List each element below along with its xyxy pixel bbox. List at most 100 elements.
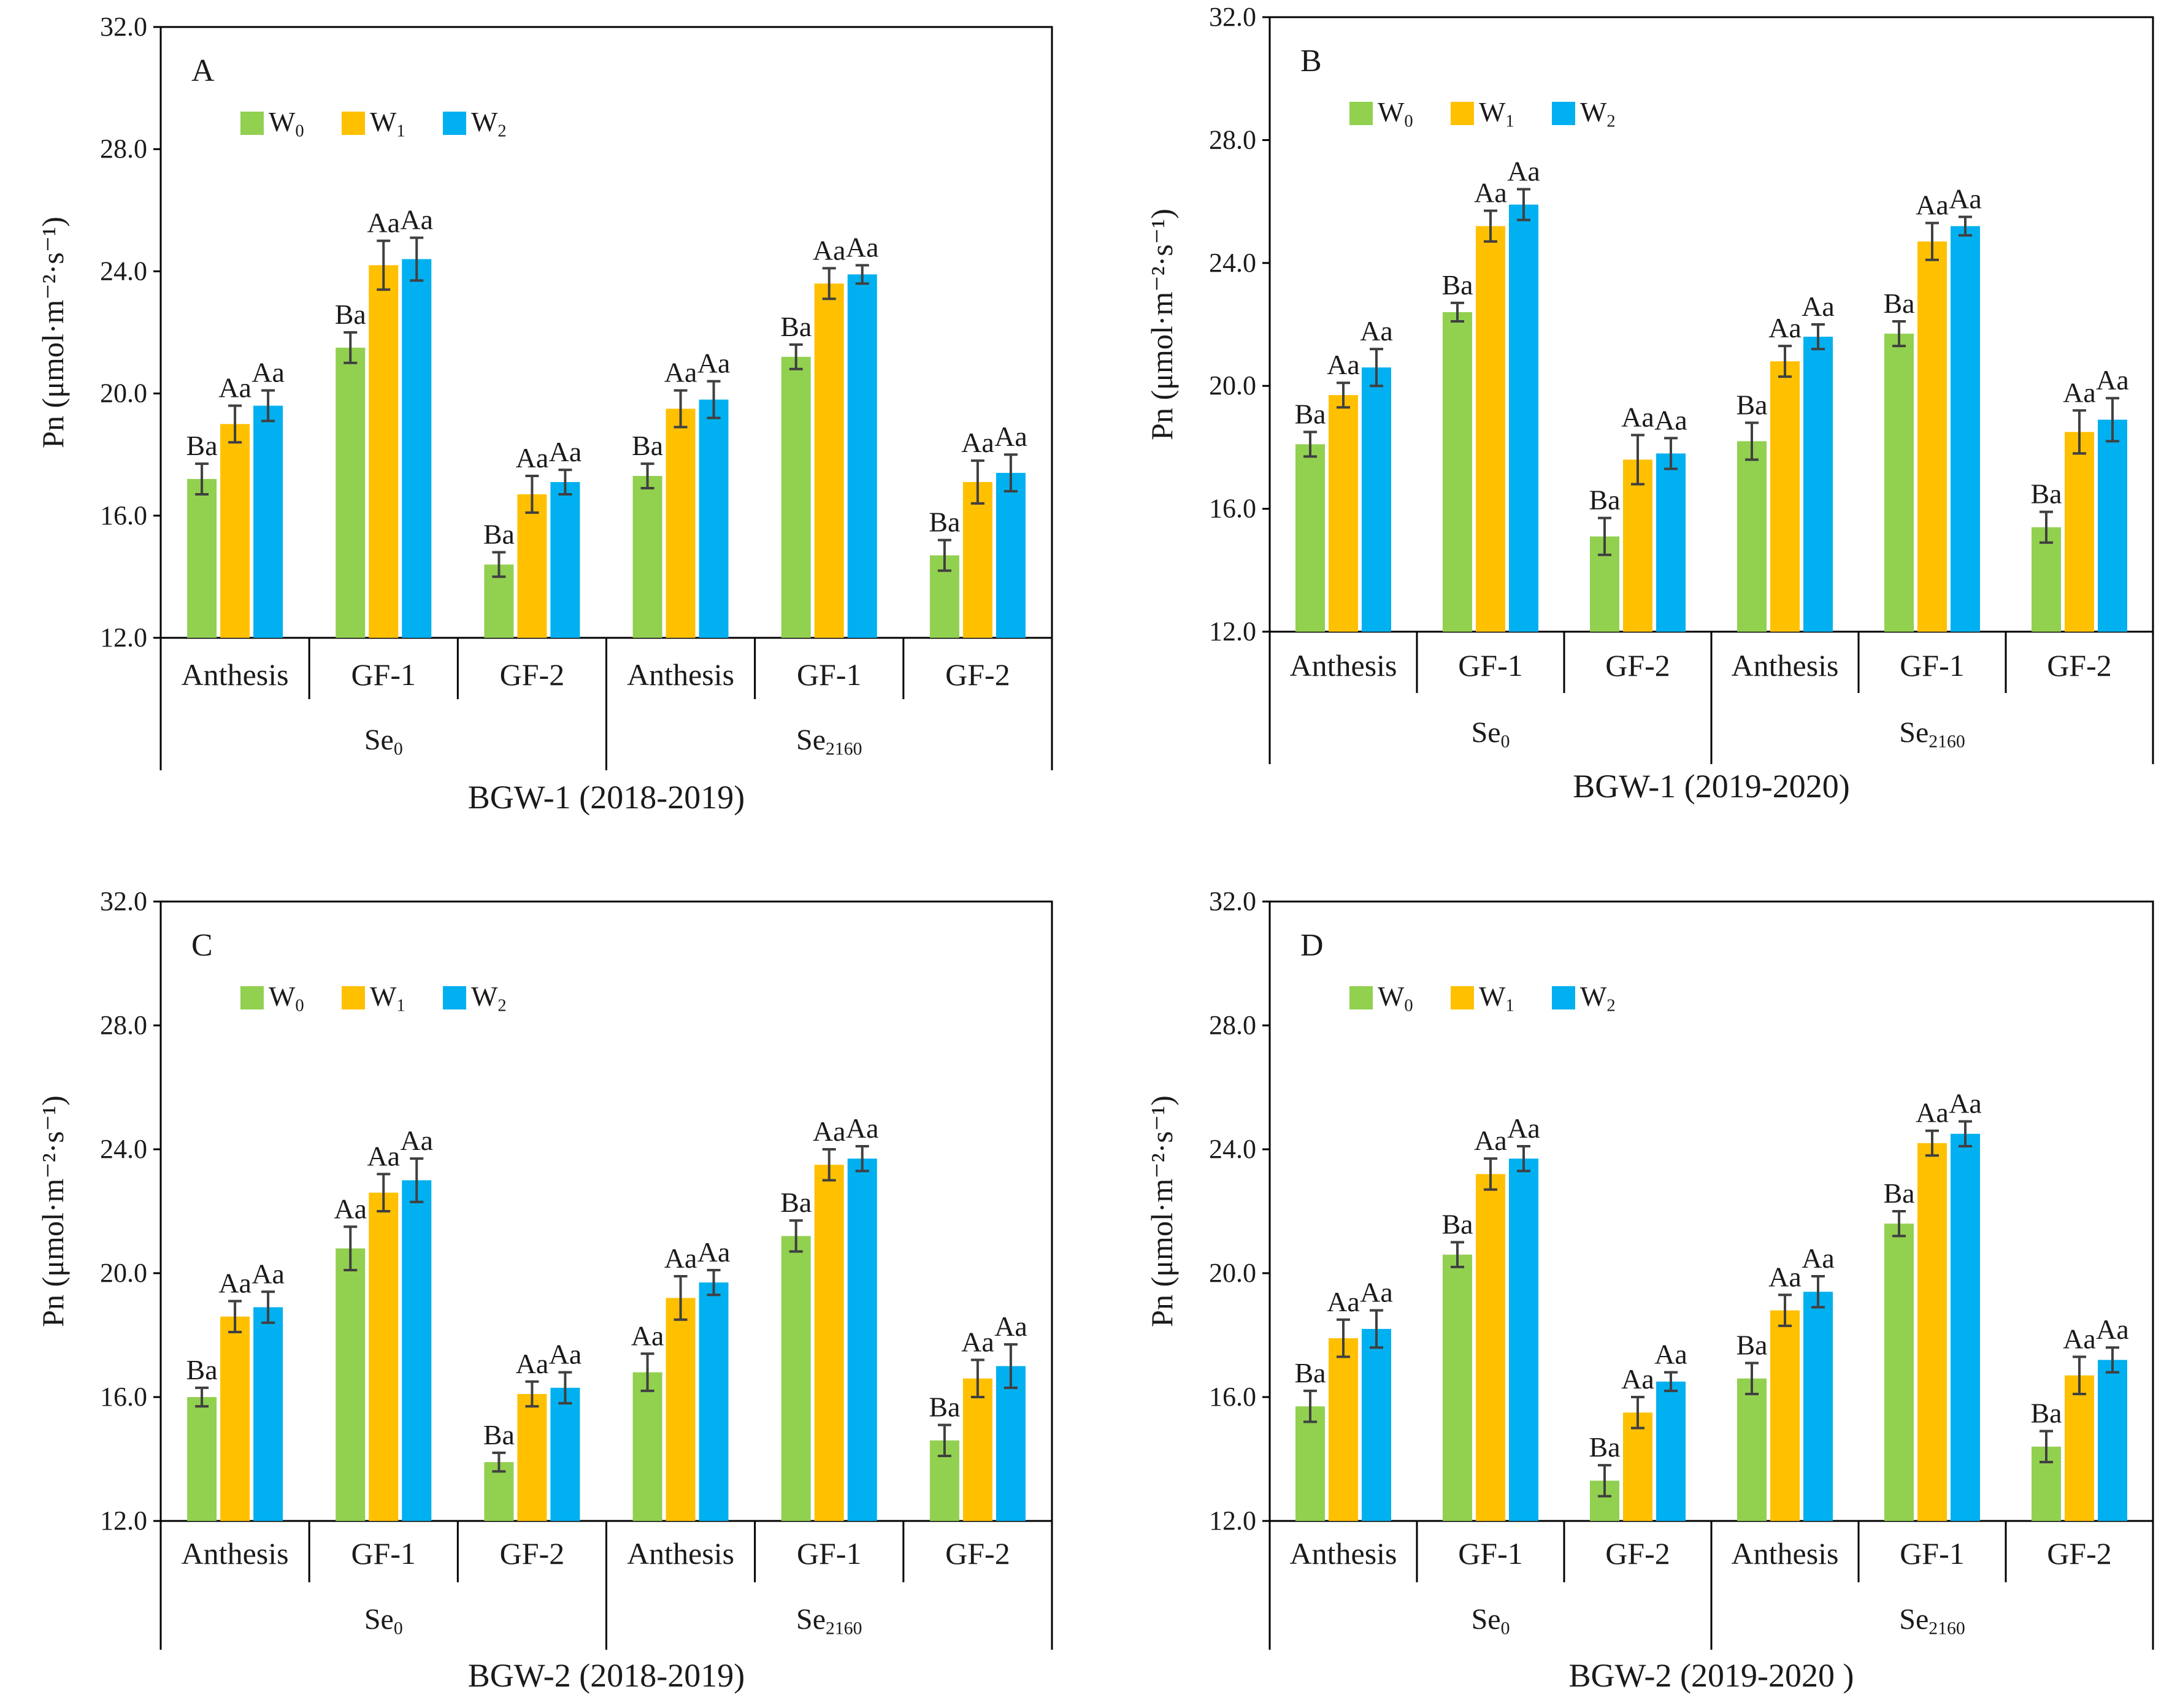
- y-tick-label: 16.0: [100, 1382, 147, 1412]
- significance-label: Aa: [664, 357, 697, 388]
- stage-label: Anthesis: [1732, 648, 1839, 683]
- bar-w0: [336, 1248, 366, 1521]
- bar-w0: [1737, 441, 1767, 632]
- significance-label: Aa: [1474, 1125, 1507, 1156]
- bar-w2: [1803, 1292, 1833, 1521]
- y-tick-label: 28.0: [100, 1010, 147, 1040]
- bar-w1: [517, 494, 547, 638]
- legend-label-w0: W0: [269, 106, 304, 140]
- significance-label: Ba: [186, 1354, 218, 1385]
- y-tick-label: 28.0: [1209, 124, 1256, 155]
- bar-w1: [666, 408, 696, 638]
- bar-w1: [2065, 432, 2094, 632]
- y-tick-label: 24.0: [100, 1134, 147, 1164]
- bar-w1: [1917, 241, 1947, 632]
- bar-w0: [781, 356, 811, 638]
- legend-swatch-w2: [443, 986, 466, 1009]
- stage-label: GF-1: [1900, 1536, 1965, 1571]
- bar-w2: [996, 1366, 1026, 1521]
- bar-w1: [814, 1165, 844, 1521]
- significance-label: Aa: [218, 372, 251, 404]
- legend-swatch-w1: [1451, 986, 1474, 1009]
- significance-label: Aa: [846, 231, 879, 262]
- significance-label: Aa: [631, 1320, 664, 1351]
- y-axis-label: Pn (μmol·m⁻²·s⁻¹): [1145, 209, 1179, 440]
- significance-label: Aa: [1360, 1277, 1393, 1308]
- y-tick-label: 24.0: [100, 256, 147, 286]
- bar-w0: [1884, 334, 1914, 632]
- y-tick-label: 16.0: [1209, 1382, 1256, 1412]
- significance-label: Ba: [1441, 269, 1473, 301]
- significance-label: Aa: [994, 421, 1027, 452]
- bar-w0: [1295, 444, 1325, 632]
- panel-title: BGW-2 (2019-2020 ): [1569, 1657, 1854, 1694]
- bar-w0: [632, 476, 662, 638]
- significance-label: Aa: [218, 1267, 251, 1298]
- group-label-se2160: Se2160: [796, 724, 862, 759]
- significance-label: Ba: [1589, 1431, 1620, 1463]
- y-tick-label: 16.0: [1209, 494, 1256, 524]
- stage-label: Anthesis: [627, 657, 734, 692]
- stage-label: Anthesis: [1290, 1536, 1397, 1571]
- bar-w2: [699, 1282, 729, 1521]
- significance-label: Aa: [1768, 1261, 1802, 1292]
- stage-label: GF-1: [1900, 648, 1965, 683]
- stage-label: Anthesis: [627, 1536, 734, 1571]
- significance-label: Aa: [961, 1326, 994, 1357]
- bar-w2: [1656, 1381, 1686, 1521]
- bar-w2: [847, 274, 877, 638]
- significance-label: Ba: [780, 311, 812, 342]
- bar-w2: [847, 1158, 877, 1521]
- significance-label: Aa: [664, 1243, 697, 1274]
- bar-w2: [402, 259, 432, 638]
- significance-label: Aa: [1802, 291, 1835, 322]
- stage-label: GF-2: [945, 1536, 1010, 1571]
- legend-swatch-w2: [1552, 102, 1575, 125]
- significance-label: Aa: [367, 207, 400, 239]
- bar-w2: [2098, 1360, 2127, 1521]
- legend-swatch-w0: [240, 112, 264, 135]
- stage-label: GF-2: [500, 657, 565, 692]
- significance-label: Ba: [632, 430, 663, 461]
- significance-label: Aa: [994, 1311, 1027, 1342]
- chart-panel-d: 12.0 16.0 20.0 24.0 28.0 32.0 Pn (μmol·m⁻²·s⁻¹…: [1145, 886, 2154, 1694]
- bar-w2: [1951, 1133, 1980, 1521]
- bar-w0: [1295, 1406, 1325, 1521]
- bar-w2: [550, 1387, 580, 1521]
- y-tick-label: 32.0: [1209, 2, 1256, 32]
- significance-label: Aa: [1949, 1088, 1982, 1119]
- significance-label: Aa: [813, 234, 846, 266]
- bar-w1: [1917, 1143, 1947, 1521]
- stage-label: Anthesis: [182, 1536, 289, 1571]
- bar-w2: [996, 473, 1026, 638]
- bar-w2: [402, 1180, 432, 1521]
- bar-w1: [1476, 226, 1505, 632]
- significance-label: Aa: [1360, 315, 1393, 347]
- bar-w1: [814, 283, 844, 638]
- legend-label-w2: W2: [1580, 981, 1616, 1015]
- bar-w2: [1951, 226, 1980, 632]
- significance-label: Aa: [1327, 1286, 1360, 1317]
- bar-w1: [1623, 459, 1652, 632]
- bar-w2: [1362, 1328, 1391, 1521]
- stage-label: GF-2: [1605, 1536, 1670, 1571]
- y-tick-label: 24.0: [1209, 1134, 1256, 1164]
- bar-w1: [2065, 1375, 2094, 1521]
- significance-label: Aa: [697, 1236, 731, 1268]
- stage-label: GF-2: [2047, 1536, 2112, 1571]
- significance-label: Aa: [516, 1348, 549, 1379]
- legend-label-w2: W2: [471, 981, 507, 1015]
- bar-w0: [1884, 1224, 1914, 1521]
- significance-label: Aa: [1768, 312, 1802, 343]
- significance-label: Aa: [1654, 404, 1687, 435]
- bar-w1: [220, 1316, 250, 1521]
- legend-swatch-w0: [1349, 102, 1373, 125]
- panel-title: BGW-2 (2018-2019): [468, 1657, 745, 1694]
- bar-w0: [1443, 312, 1472, 632]
- y-tick-label: 12.0: [100, 622, 147, 653]
- bar-w2: [1509, 1158, 1538, 1521]
- significance-label: Aa: [2096, 364, 2129, 396]
- significance-label: Aa: [251, 1258, 285, 1289]
- legend-swatch-w2: [443, 112, 466, 135]
